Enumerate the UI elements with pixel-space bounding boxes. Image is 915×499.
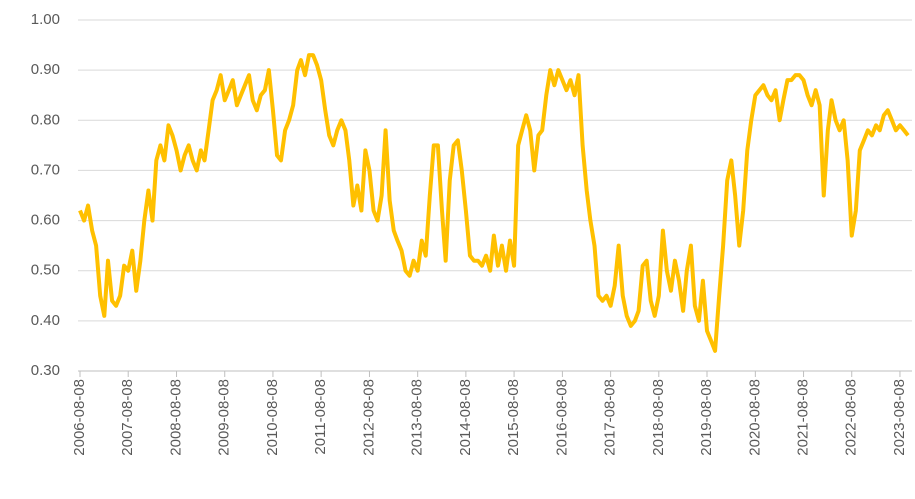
x-tick-label: 2012-08-08 [360, 379, 377, 456]
y-tick-label: 0.80 [31, 111, 60, 128]
x-tick-label: 2020-08-08 [746, 379, 763, 456]
x-tick-label: 2019-08-08 [698, 379, 715, 456]
y-tick-label: 0.60 [31, 212, 60, 229]
x-tick-label: 2015-08-08 [505, 379, 522, 456]
x-tick-label: 2007-08-08 [119, 379, 136, 456]
x-tick-label: 2011-08-08 [312, 379, 329, 455]
x-tick-label: 2021-08-08 [795, 379, 812, 456]
x-tick-label: 2017-08-08 [602, 379, 619, 456]
y-tick-label: 0.90 [31, 61, 60, 78]
x-tick-label: 2010-08-08 [264, 379, 281, 456]
data-line [78, 53, 910, 353]
x-tick-label: 2008-08-08 [168, 379, 185, 456]
x-tick-label: 2006-08-08 [71, 379, 88, 456]
x-tick-label: 2016-08-08 [553, 379, 570, 456]
x-tick-label: 2009-08-08 [216, 379, 233, 456]
y-tick-label: 0.30 [31, 362, 60, 379]
y-tick-label: 0.50 [31, 262, 60, 279]
y-tick-label: 1.00 [31, 11, 60, 28]
x-tick-label: 2014-08-08 [457, 379, 474, 456]
x-tick-label: 2023-08-08 [891, 379, 908, 456]
y-tick-label: 0.40 [31, 312, 60, 329]
x-tick-label: 2018-08-08 [650, 379, 667, 456]
x-tick-label: 2013-08-08 [409, 379, 426, 456]
x-tick-label: 2022-08-08 [843, 379, 860, 456]
y-tick-label: 0.70 [31, 161, 60, 178]
